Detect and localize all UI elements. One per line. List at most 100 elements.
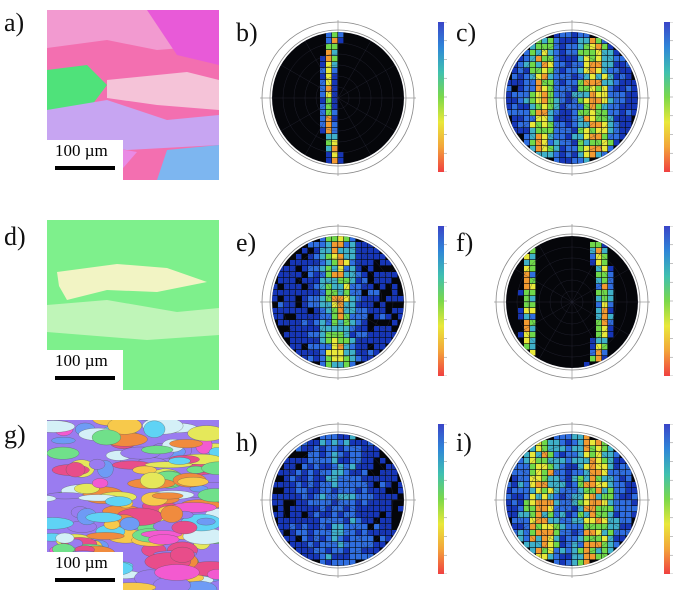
pole-density-cell <box>338 542 344 548</box>
pole-density-cell <box>362 260 368 266</box>
pole-density-cell <box>554 56 560 62</box>
pole-density-cell <box>536 500 542 506</box>
pole-density-cell <box>506 86 512 92</box>
pole-density-cell <box>380 458 386 464</box>
pole-density-cell <box>572 452 578 458</box>
pole-grid-ray <box>337 268 396 303</box>
pole-density-cell <box>548 122 554 128</box>
pole-density-cell <box>326 254 332 260</box>
pole-density-cell <box>554 140 560 146</box>
pole-density-cell <box>290 530 296 536</box>
pole-density-cell <box>566 68 572 74</box>
pole-density-cell <box>536 548 542 554</box>
pole-density-cell <box>530 68 536 74</box>
pole-density-cell <box>320 350 326 356</box>
pole-density-cell <box>584 476 590 482</box>
pole-density-cell <box>578 140 584 146</box>
pole-density-cell <box>518 128 524 134</box>
pole-density-cell <box>572 458 578 464</box>
pole-density-cell <box>308 284 314 290</box>
pole-density-cell <box>326 356 332 362</box>
pole-density-cell <box>332 74 338 80</box>
pole-density-cell <box>530 536 536 542</box>
pole-grid-ray <box>538 499 573 558</box>
pole-density-cell <box>392 464 398 470</box>
pole-density-cell <box>308 482 314 488</box>
pole-density-cell <box>602 68 608 74</box>
pole-density-cell <box>608 146 614 152</box>
pole-density-cell <box>524 308 530 314</box>
pole-density-cell <box>326 476 332 482</box>
pole-density-cell <box>344 542 350 548</box>
pole-density-cell <box>314 524 320 530</box>
pole-density-cell <box>338 308 344 314</box>
pole-density-cell <box>536 494 542 500</box>
pole-density-cell <box>374 542 380 548</box>
pole-density-cell <box>548 116 554 122</box>
pole-density-cell <box>326 284 332 290</box>
pole-density-cell <box>596 128 602 134</box>
pole-density-cell <box>572 434 578 440</box>
pole-density-cell <box>380 530 386 536</box>
pole-density-cell <box>590 86 596 92</box>
pole-density-cell <box>350 500 356 506</box>
pole-density-cell <box>350 314 356 320</box>
pole-density-cell <box>326 260 332 266</box>
pole-density-cell <box>332 158 338 164</box>
pole-density-cell <box>530 272 536 278</box>
pole-density-cell <box>314 554 320 560</box>
pole-density-cell <box>548 38 554 44</box>
pole-density-cell <box>578 440 584 446</box>
pole-density-cell <box>356 302 362 308</box>
pole-density-cell <box>332 302 338 308</box>
pole-density-cell <box>338 158 344 164</box>
pole-density-cell <box>566 146 572 152</box>
pole-density-cell <box>584 560 590 566</box>
pole-density-cell <box>362 302 368 308</box>
pole-density-cell <box>332 122 338 128</box>
pole-density-cell <box>332 248 338 254</box>
pole-density-cell <box>308 500 314 506</box>
pole-density-cell <box>560 506 566 512</box>
pole-density-cell <box>602 296 608 302</box>
pole-density-cell <box>566 86 572 92</box>
pole-density-cell <box>560 542 566 548</box>
pole-density-cell <box>542 446 548 452</box>
pole-density-cell <box>386 338 392 344</box>
pole-density-cell <box>326 326 332 332</box>
pole-density-cell <box>326 524 332 530</box>
pole-density-cell <box>326 62 332 68</box>
pole-density-cell <box>314 542 320 548</box>
pole-density-cell <box>626 98 632 104</box>
pole-density-cell <box>380 260 386 266</box>
pole-density-cell <box>554 152 560 158</box>
pole-density-cell <box>314 488 320 494</box>
pole-density-cell <box>326 470 332 476</box>
pole-density-cell <box>320 248 326 254</box>
pole-density-cell <box>602 500 608 506</box>
pole-density-cell <box>380 488 386 494</box>
pole-density-cell <box>320 548 326 554</box>
pole-density-cell <box>338 530 344 536</box>
pole-density-cell <box>554 32 560 38</box>
pole-density-cell <box>524 302 530 308</box>
pole-density-cell <box>326 80 332 86</box>
pole-density-cell <box>344 476 350 482</box>
pole-density-cell <box>344 536 350 542</box>
pole-density-cell <box>368 284 374 290</box>
pole-density-cell <box>344 314 350 320</box>
pole-density-cell <box>344 458 350 464</box>
pole-density-cell <box>596 308 602 314</box>
pole-density-cell <box>512 512 518 518</box>
pole-density-cell <box>566 128 572 134</box>
pole-density-cell <box>350 332 356 338</box>
grain <box>169 439 203 449</box>
pole-density-cell <box>290 284 296 290</box>
pole-density-cell <box>374 524 380 530</box>
pole-density-cell <box>308 272 314 278</box>
pole-density-cell <box>338 470 344 476</box>
pole-density-cell <box>560 518 566 524</box>
pole-density-cell <box>308 458 314 464</box>
pole-density-cell <box>530 494 536 500</box>
pole-density-cell <box>356 512 362 518</box>
